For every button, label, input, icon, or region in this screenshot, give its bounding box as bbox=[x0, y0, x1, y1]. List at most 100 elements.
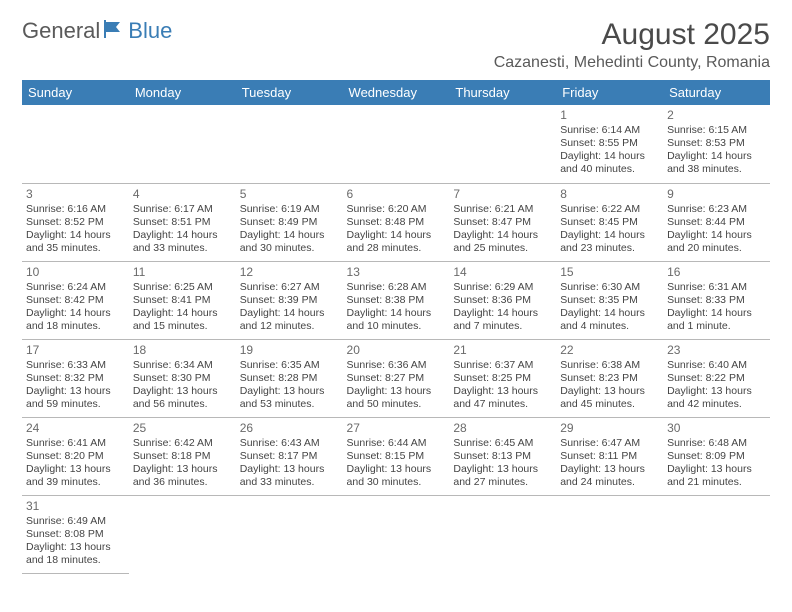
weekday-header: Friday bbox=[556, 80, 663, 105]
daylight-line: Daylight: 14 hours and 23 minutes. bbox=[560, 229, 659, 255]
calendar-day-cell: 6Sunrise: 6:20 AMSunset: 8:48 PMDaylight… bbox=[343, 183, 450, 261]
calendar-empty-cell bbox=[129, 105, 236, 183]
sunset-line: Sunset: 8:17 PM bbox=[240, 450, 339, 463]
daylight-line: Daylight: 14 hours and 33 minutes. bbox=[133, 229, 232, 255]
sunset-line: Sunset: 8:49 PM bbox=[240, 216, 339, 229]
calendar-day-cell: 22Sunrise: 6:38 AMSunset: 8:23 PMDayligh… bbox=[556, 339, 663, 417]
calendar-day-cell: 16Sunrise: 6:31 AMSunset: 8:33 PMDayligh… bbox=[663, 261, 770, 339]
daylight-line: Daylight: 14 hours and 20 minutes. bbox=[667, 229, 766, 255]
daylight-line: Daylight: 13 hours and 42 minutes. bbox=[667, 385, 766, 411]
calendar-empty-cell bbox=[449, 105, 556, 183]
calendar-week-row: 3Sunrise: 6:16 AMSunset: 8:52 PMDaylight… bbox=[22, 183, 770, 261]
calendar-body: 1Sunrise: 6:14 AMSunset: 8:55 PMDaylight… bbox=[22, 105, 770, 573]
calendar-empty-cell bbox=[663, 495, 770, 573]
sunset-line: Sunset: 8:39 PM bbox=[240, 294, 339, 307]
day-number: 12 bbox=[240, 265, 339, 280]
sunrise-line: Sunrise: 6:41 AM bbox=[26, 437, 125, 450]
calendar-table: SundayMondayTuesdayWednesdayThursdayFrid… bbox=[22, 80, 770, 574]
day-number: 30 bbox=[667, 421, 766, 436]
sunrise-line: Sunrise: 6:49 AM bbox=[26, 515, 125, 528]
day-number: 19 bbox=[240, 343, 339, 358]
day-number: 13 bbox=[347, 265, 446, 280]
calendar-day-cell: 27Sunrise: 6:44 AMSunset: 8:15 PMDayligh… bbox=[343, 417, 450, 495]
day-number: 15 bbox=[560, 265, 659, 280]
daylight-line: Daylight: 14 hours and 28 minutes. bbox=[347, 229, 446, 255]
sunrise-line: Sunrise: 6:42 AM bbox=[133, 437, 232, 450]
daylight-line: Daylight: 13 hours and 33 minutes. bbox=[240, 463, 339, 489]
daylight-line: Daylight: 14 hours and 15 minutes. bbox=[133, 307, 232, 333]
calendar-day-cell: 5Sunrise: 6:19 AMSunset: 8:49 PMDaylight… bbox=[236, 183, 343, 261]
sunset-line: Sunset: 8:41 PM bbox=[133, 294, 232, 307]
calendar-day-cell: 18Sunrise: 6:34 AMSunset: 8:30 PMDayligh… bbox=[129, 339, 236, 417]
daylight-line: Daylight: 13 hours and 27 minutes. bbox=[453, 463, 552, 489]
calendar-day-cell: 21Sunrise: 6:37 AMSunset: 8:25 PMDayligh… bbox=[449, 339, 556, 417]
calendar-empty-cell bbox=[22, 105, 129, 183]
sunset-line: Sunset: 8:44 PM bbox=[667, 216, 766, 229]
daylight-line: Daylight: 13 hours and 45 minutes. bbox=[560, 385, 659, 411]
sunrise-line: Sunrise: 6:28 AM bbox=[347, 281, 446, 294]
daylight-line: Daylight: 13 hours and 18 minutes. bbox=[26, 541, 125, 567]
calendar-day-cell: 2Sunrise: 6:15 AMSunset: 8:53 PMDaylight… bbox=[663, 105, 770, 183]
calendar-day-cell: 24Sunrise: 6:41 AMSunset: 8:20 PMDayligh… bbox=[22, 417, 129, 495]
header: General Blue August 2025 Cazanesti, Mehe… bbox=[22, 18, 770, 72]
logo: General Blue bbox=[22, 18, 172, 44]
logo-text-blue: Blue bbox=[128, 18, 172, 44]
day-number: 31 bbox=[26, 499, 125, 514]
sunset-line: Sunset: 8:13 PM bbox=[453, 450, 552, 463]
sunset-line: Sunset: 8:15 PM bbox=[347, 450, 446, 463]
weekday-header: Saturday bbox=[663, 80, 770, 105]
calendar-week-row: 24Sunrise: 6:41 AMSunset: 8:20 PMDayligh… bbox=[22, 417, 770, 495]
sunset-line: Sunset: 8:52 PM bbox=[26, 216, 125, 229]
daylight-line: Daylight: 14 hours and 40 minutes. bbox=[560, 150, 659, 176]
day-number: 28 bbox=[453, 421, 552, 436]
daylight-line: Daylight: 14 hours and 35 minutes. bbox=[26, 229, 125, 255]
calendar-empty-cell bbox=[236, 495, 343, 573]
sunrise-line: Sunrise: 6:43 AM bbox=[240, 437, 339, 450]
sunset-line: Sunset: 8:25 PM bbox=[453, 372, 552, 385]
calendar-empty-cell bbox=[556, 495, 663, 573]
calendar-day-cell: 23Sunrise: 6:40 AMSunset: 8:22 PMDayligh… bbox=[663, 339, 770, 417]
sunrise-line: Sunrise: 6:31 AM bbox=[667, 281, 766, 294]
day-number: 26 bbox=[240, 421, 339, 436]
sunrise-line: Sunrise: 6:45 AM bbox=[453, 437, 552, 450]
sunset-line: Sunset: 8:28 PM bbox=[240, 372, 339, 385]
sunset-line: Sunset: 8:45 PM bbox=[560, 216, 659, 229]
sunrise-line: Sunrise: 6:23 AM bbox=[667, 203, 766, 216]
calendar-day-cell: 4Sunrise: 6:17 AMSunset: 8:51 PMDaylight… bbox=[129, 183, 236, 261]
day-number: 29 bbox=[560, 421, 659, 436]
sunset-line: Sunset: 8:11 PM bbox=[560, 450, 659, 463]
sunrise-line: Sunrise: 6:36 AM bbox=[347, 359, 446, 372]
sunset-line: Sunset: 8:38 PM bbox=[347, 294, 446, 307]
calendar-day-cell: 19Sunrise: 6:35 AMSunset: 8:28 PMDayligh… bbox=[236, 339, 343, 417]
month-title: August 2025 bbox=[494, 18, 770, 52]
day-number: 3 bbox=[26, 187, 125, 202]
day-number: 5 bbox=[240, 187, 339, 202]
calendar-day-cell: 29Sunrise: 6:47 AMSunset: 8:11 PMDayligh… bbox=[556, 417, 663, 495]
day-number: 22 bbox=[560, 343, 659, 358]
sunrise-line: Sunrise: 6:33 AM bbox=[26, 359, 125, 372]
logo-text-general: General bbox=[22, 18, 100, 44]
day-number: 2 bbox=[667, 108, 766, 123]
sunrise-line: Sunrise: 6:44 AM bbox=[347, 437, 446, 450]
title-block: August 2025 Cazanesti, Mehedinti County,… bbox=[494, 18, 770, 72]
sunset-line: Sunset: 8:27 PM bbox=[347, 372, 446, 385]
day-number: 4 bbox=[133, 187, 232, 202]
daylight-line: Daylight: 14 hours and 12 minutes. bbox=[240, 307, 339, 333]
weekday-header-row: SundayMondayTuesdayWednesdayThursdayFrid… bbox=[22, 80, 770, 105]
daylight-line: Daylight: 14 hours and 38 minutes. bbox=[667, 150, 766, 176]
sunrise-line: Sunrise: 6:14 AM bbox=[560, 124, 659, 137]
sunset-line: Sunset: 8:35 PM bbox=[560, 294, 659, 307]
calendar-day-cell: 14Sunrise: 6:29 AMSunset: 8:36 PMDayligh… bbox=[449, 261, 556, 339]
day-number: 23 bbox=[667, 343, 766, 358]
calendar-day-cell: 26Sunrise: 6:43 AMSunset: 8:17 PMDayligh… bbox=[236, 417, 343, 495]
daylight-line: Daylight: 14 hours and 18 minutes. bbox=[26, 307, 125, 333]
day-number: 27 bbox=[347, 421, 446, 436]
day-number: 11 bbox=[133, 265, 232, 280]
sunrise-line: Sunrise: 6:27 AM bbox=[240, 281, 339, 294]
calendar-empty-cell bbox=[449, 495, 556, 573]
day-number: 18 bbox=[133, 343, 232, 358]
sunrise-line: Sunrise: 6:21 AM bbox=[453, 203, 552, 216]
sunrise-line: Sunrise: 6:16 AM bbox=[26, 203, 125, 216]
day-number: 16 bbox=[667, 265, 766, 280]
weekday-header: Sunday bbox=[22, 80, 129, 105]
